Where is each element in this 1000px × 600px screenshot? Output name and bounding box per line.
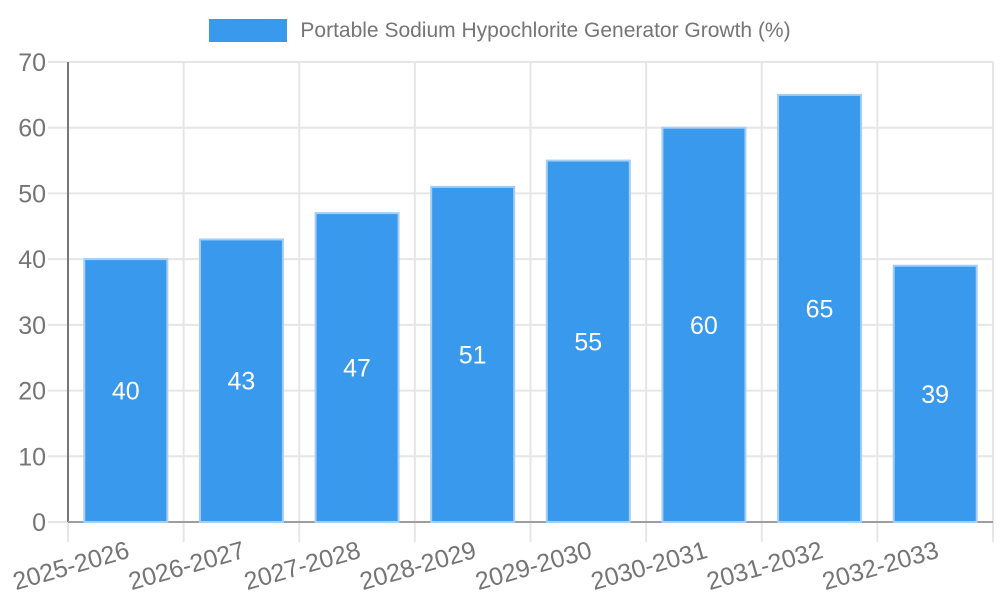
bar-2028-2029[interactable] — [430, 185, 516, 523]
bar-value-label-2027-2028: 47 — [343, 355, 371, 383]
x-tick-label-2027-2028: 2027-2028 — [241, 536, 364, 596]
y-tick-label-0: 0 — [32, 509, 46, 537]
bar-2025-2026[interactable] — [83, 258, 169, 523]
y-tick-label-30: 30 — [18, 312, 46, 340]
y-tick-label-70: 70 — [18, 49, 46, 77]
x-tick-label-2028-2029: 2028-2029 — [357, 536, 480, 596]
bar-2026-2027[interactable] — [198, 238, 284, 524]
bar-value-label-2026-2027: 43 — [228, 368, 256, 396]
bar-2030-2031[interactable] — [661, 126, 747, 523]
y-tick-label-60: 60 — [18, 115, 46, 143]
x-tick-label-2030-2031: 2030-2031 — [588, 536, 711, 596]
legend-label: Portable Sodium Hypochlorite Generator G… — [300, 18, 791, 42]
y-tick-label-10: 10 — [18, 443, 46, 471]
x-tick-label-2032-2033: 2032-2033 — [819, 536, 942, 596]
bar-value-label-2025-2026: 40 — [112, 378, 140, 406]
bar-value-label-2028-2029: 51 — [459, 341, 487, 369]
y-tick-label-50: 50 — [18, 180, 46, 208]
x-tick-label-2026-2027: 2026-2027 — [125, 536, 248, 596]
chart-legend[interactable]: Portable Sodium Hypochlorite Generator G… — [0, 8, 1000, 52]
x-tick-label-2029-2030: 2029-2030 — [472, 536, 595, 596]
x-tick-label-2025-2026: 2025-2026 — [10, 536, 133, 596]
y-tick-label-20: 20 — [18, 378, 46, 406]
bar-2031-2032[interactable] — [777, 93, 863, 523]
bar-value-label-2031-2032: 65 — [806, 295, 834, 323]
bar-value-label-2032-2033: 39 — [921, 381, 949, 409]
bar-value-label-2030-2031: 60 — [690, 312, 718, 340]
bar-2032-2033[interactable] — [892, 264, 978, 523]
x-tick-label-2031-2032: 2031-2032 — [704, 536, 827, 596]
y-tick-label-40: 40 — [18, 246, 46, 274]
bar-2027-2028[interactable] — [314, 212, 400, 523]
bar-2029-2030[interactable] — [545, 159, 631, 523]
bar-value-label-2029-2030: 55 — [574, 328, 602, 356]
legend-swatch — [209, 18, 288, 42]
